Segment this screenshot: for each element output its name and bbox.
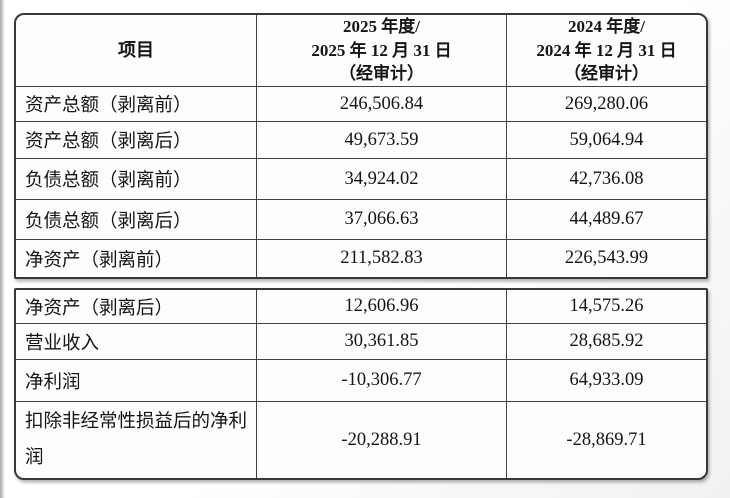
row-label: 净利润 — [16, 359, 257, 401]
row-value-2024: 28,685.92 — [507, 323, 706, 359]
header-cell-2025: 2025 年度/ 2025 年 12 月 31 日 （经审计） — [257, 15, 507, 86]
header-2024-line1: 2024 年度/ — [568, 17, 645, 37]
row-label: 资产总额（剥离后） — [16, 121, 257, 158]
header-2024-line2: 2024 年 12 月 31 日 — [536, 40, 677, 60]
table-row: 负债总额（剥离后） 37,066.63 44,489.67 — [16, 199, 706, 239]
row-value-2024: 59,064.94 — [507, 121, 706, 158]
row-value-2025: -20,288.91 — [257, 401, 507, 478]
row-label: 负债总额（剥离后） — [16, 199, 257, 239]
table-row: 净利润 -10,306.77 64,933.09 — [16, 359, 706, 401]
header-cell-item: 项目 — [16, 15, 257, 86]
row-label: 营业收入 — [16, 323, 257, 359]
table-row: 资产总额（剥离后） 49,673.59 59,064.94 — [16, 121, 706, 158]
table-row: 资产总额（剥离前） 246,506.84 269,280.06 — [16, 86, 706, 121]
financial-table-lower-fragment: 净资产（剥离后） 12,606.96 14,575.26 营业收入 30,361… — [14, 288, 708, 480]
row-value-2024: 44,489.67 — [507, 199, 706, 239]
row-value-2025: 49,673.59 — [257, 121, 507, 158]
row-label: 净资产（剥离前） — [16, 239, 257, 277]
table-row: 营业收入 30,361.85 28,685.92 — [16, 323, 706, 359]
row-value-2024: 64,933.09 — [507, 359, 706, 401]
table-header-row: 项目 2025 年度/ 2025 年 12 月 31 日 （经审计） 2024 … — [16, 15, 706, 86]
header-2024-line3: （经审计） — [564, 64, 649, 84]
row-label: 扣除非经常性损益后的净利润 — [16, 401, 257, 478]
row-label: 净资产（剥离后） — [16, 290, 257, 323]
row-value-2024: 269,280.06 — [507, 86, 706, 121]
row-label: 负债总额（剥离前） — [16, 158, 257, 199]
row-value-2024: 14,575.26 — [569, 296, 644, 316]
page-edge-shadow — [0, 0, 5, 498]
row-value-2025: 34,924.02 — [257, 158, 507, 199]
row-value-2025: 30,361.85 — [257, 323, 507, 359]
financial-table-upper-fragment: 项目 2025 年度/ 2025 年 12 月 31 日 （经审计） 2024 … — [14, 13, 708, 279]
row-value-2025: 211,582.83 — [257, 239, 507, 277]
table-row: 净资产（剥离后） 12,606.96 14,575.26 — [16, 290, 706, 323]
row-value-2024: -28,869.71 — [507, 401, 706, 478]
row-value-2024: 226,543.99 — [507, 239, 706, 277]
header-2025-line3: （经审计） — [339, 64, 424, 84]
row-value-2024: 42,736.08 — [507, 158, 706, 199]
header-2025-line2: 2025 年 12 月 31 日 — [311, 40, 452, 60]
row-value-2025: 246,506.84 — [257, 86, 507, 121]
header-2025-line1: 2025 年度/ — [343, 17, 420, 37]
table-row: 负债总额（剥离前） 34,924.02 42,736.08 — [16, 158, 706, 199]
row-label: 资产总额（剥离前） — [16, 86, 257, 121]
header-cell-2024: 2024 年度/ 2024 年 12 月 31 日 （经审计） — [507, 15, 706, 86]
table-row: 净资产（剥离前） 211,582.83 226,543.99 — [16, 239, 706, 277]
row-value-2025: -10,306.77 — [257, 359, 507, 401]
table-row: 扣除非经常性损益后的净利润 -20,288.91 -28,869.71 — [16, 401, 706, 478]
row-value-2025: 37,066.63 — [257, 199, 507, 239]
row-value-2025: 12,606.96 — [257, 290, 507, 323]
